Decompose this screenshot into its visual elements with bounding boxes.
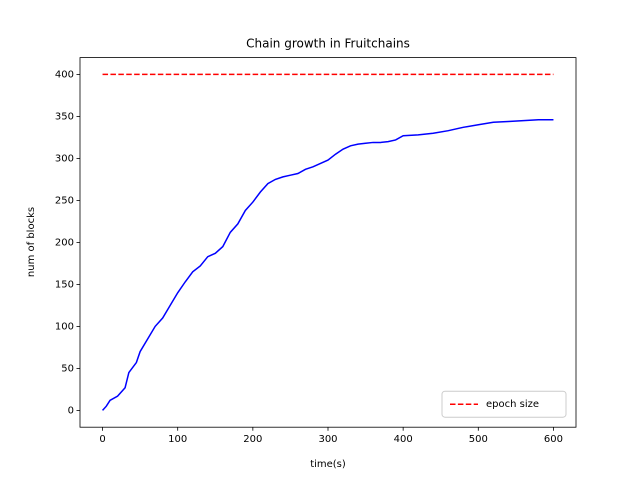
x-tick-label: 300 bbox=[318, 434, 337, 445]
plot-frame bbox=[79, 57, 577, 428]
x-tick-label: 500 bbox=[469, 434, 488, 445]
x-tick-label: 100 bbox=[168, 434, 187, 445]
y-tick-label: 400 bbox=[55, 69, 74, 80]
data-line bbox=[101, 119, 554, 411]
y-tick-label: 50 bbox=[61, 363, 74, 374]
x-tick-label: 400 bbox=[394, 434, 413, 445]
x-tick-label: 0 bbox=[99, 434, 105, 445]
y-tick-label: 250 bbox=[55, 195, 74, 206]
y-axis-label: num of blocks bbox=[26, 207, 37, 277]
y-tick-label: 150 bbox=[55, 279, 74, 290]
legend-label: epoch size bbox=[486, 399, 539, 410]
legend-box bbox=[441, 390, 567, 418]
y-tick-label: 200 bbox=[55, 237, 74, 248]
x-axis-label: time(s) bbox=[310, 459, 346, 470]
y-tick-label: 100 bbox=[55, 321, 74, 332]
y-tick-label: 0 bbox=[68, 405, 74, 416]
y-tick-label: 300 bbox=[55, 153, 74, 164]
x-tick-label: 600 bbox=[544, 434, 563, 445]
x-tick-label: 200 bbox=[243, 434, 262, 445]
chart-title: Chain growth in Fruitchains bbox=[246, 37, 410, 51]
y-tick-label: 350 bbox=[55, 111, 74, 122]
